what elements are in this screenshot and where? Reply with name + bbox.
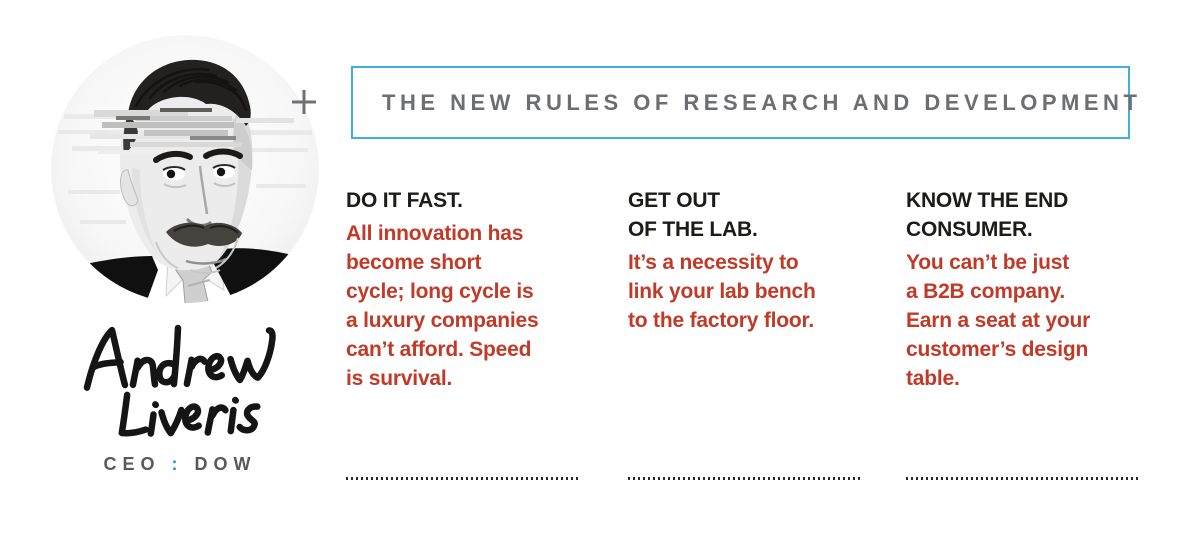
mustache <box>166 222 242 247</box>
dotted-divider <box>346 477 578 480</box>
hair <box>128 59 251 126</box>
page-title: THE NEW RULES OF RESEARCH AND DEVELOPMEN… <box>382 89 1142 115</box>
ear <box>120 169 139 207</box>
company-label: DOW <box>194 454 257 474</box>
face <box>90 59 294 274</box>
rule-heading: GET OUT OF THE LAB. <box>628 189 758 241</box>
signature-handwriting <box>83 324 276 437</box>
rule-body: All innovation has become short cycle; l… <box>346 222 539 390</box>
suit-right <box>214 248 319 303</box>
title-box: THE NEW RULES OF RESEARCH AND DEVELOPMEN… <box>351 66 1137 139</box>
signature-block: CEO : DOW <box>55 324 305 475</box>
eyebrow-left <box>153 150 193 163</box>
rule-column-get-out-of-the-lab: GET OUT OF THE LAB. It’s a necessity to … <box>628 186 878 335</box>
portrait-illustration <box>51 35 319 303</box>
rule-body: You can’t be just a B2B company. Earn a … <box>906 251 1091 390</box>
nose <box>198 165 209 215</box>
rule-body: It’s a necessity to link your lab bench … <box>628 251 816 332</box>
eye-left <box>166 169 176 179</box>
suit-left <box>51 256 158 303</box>
glitch-streaks <box>90 108 294 154</box>
plus-icon <box>292 90 316 114</box>
rule-heading: DO IT FAST. <box>346 189 463 212</box>
role-line: CEO : DOW <box>55 454 305 475</box>
eye-right <box>216 167 226 177</box>
eyebrow-right <box>203 148 243 159</box>
dotted-divider <box>906 477 1138 480</box>
rule-heading: KNOW THE END CONSUMER. <box>906 189 1069 241</box>
role-label: CEO <box>103 454 161 474</box>
rule-column-do-it-fast: DO IT FAST. All innovation has become sh… <box>346 186 596 393</box>
role-colon: : <box>171 454 184 474</box>
dotted-divider <box>628 477 860 480</box>
mouth <box>185 257 227 265</box>
rule-column-know-the-end-consumer: KNOW THE END CONSUMER. You can’t be just… <box>906 186 1156 393</box>
